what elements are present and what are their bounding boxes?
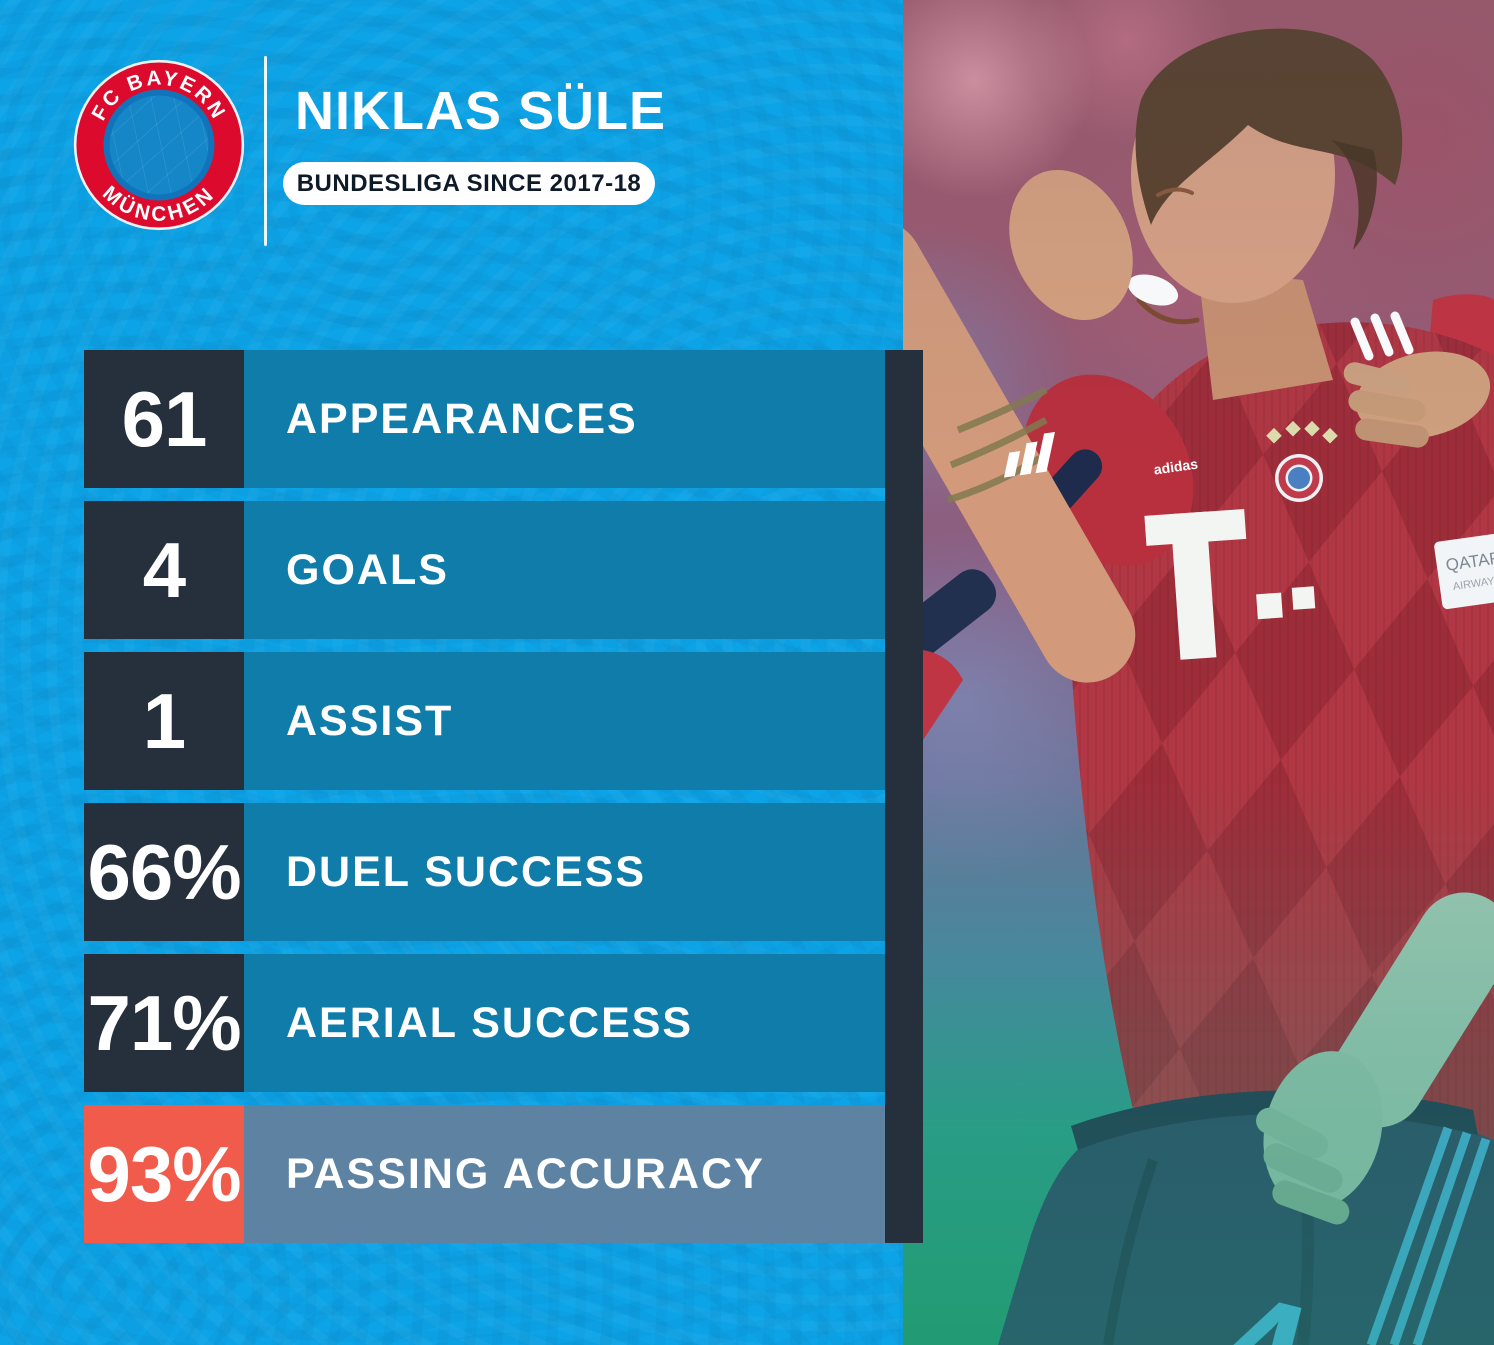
stat-label: AERIAL SUCCESS — [244, 954, 885, 1092]
shorts: 4 — [998, 1090, 1494, 1345]
stat-value: 71% — [84, 954, 244, 1092]
hanging-hand — [1256, 892, 1494, 1225]
stat-label: ASSIST — [244, 652, 885, 790]
club-logo: FC BAYERN MÜNCHEN — [73, 59, 245, 231]
stats-side-strip — [885, 350, 923, 1243]
stat-row-assist: 1 ASSIST — [84, 652, 885, 790]
stat-value-highlighted: 93% — [84, 1105, 244, 1243]
stat-value: 1 — [84, 652, 244, 790]
stat-value: 66% — [84, 803, 244, 941]
collar-trim — [1350, 311, 1414, 361]
header-divider — [264, 56, 267, 246]
stat-row-appearances: 61 APPEARANCES — [84, 350, 885, 488]
teammate-hand — [1343, 351, 1491, 448]
stat-label-highlighted: PASSING ACCURACY — [244, 1105, 885, 1243]
svg-text:adidas: adidas — [1153, 456, 1199, 478]
telekom-logo — [1144, 508, 1316, 660]
stat-row-passing-accuracy: 93% PASSING ACCURACY — [84, 1105, 885, 1243]
svg-text:AIRWAYS: AIRWAYS — [1452, 574, 1494, 593]
stat-value: 61 — [84, 350, 244, 488]
stat-row-aerial-success: 71% AERIAL SUCCESS — [84, 954, 885, 1092]
player-name: NIKLAS SÜLE — [295, 81, 667, 141]
qatar-patch: QATAR AIRWAYS — [1434, 533, 1494, 610]
stat-label: GOALS — [244, 501, 885, 639]
stats-table: 61 APPEARANCES 4 GOALS 1 ASSIST 66% DUEL… — [84, 350, 885, 1243]
adidas-logo: adidas — [1003, 432, 1199, 478]
stat-row-duel-success: 66% DUEL SUCCESS — [84, 803, 885, 941]
subtitle-pill: BUNDESLIGA SINCE 2017-18 — [283, 162, 655, 205]
stat-label: APPEARANCES — [244, 350, 885, 488]
shorts-stripes — [1366, 1126, 1491, 1345]
stat-value: 4 — [84, 501, 244, 639]
bayern-badge: FC BAYERN MÜNCHEN — [73, 59, 245, 231]
stat-label: DUEL SUCCESS — [244, 803, 885, 941]
stat-row-goals: 4 GOALS — [84, 501, 885, 639]
bayern-crest-mini — [1266, 420, 1338, 502]
player-head — [1127, 28, 1403, 400]
subtitle-text: BUNDESLIGA SINCE 2017-18 — [296, 169, 642, 197]
player-illustration: adidas — [903, 28, 1494, 1345]
player-photo: adidas — [903, 0, 1494, 1345]
